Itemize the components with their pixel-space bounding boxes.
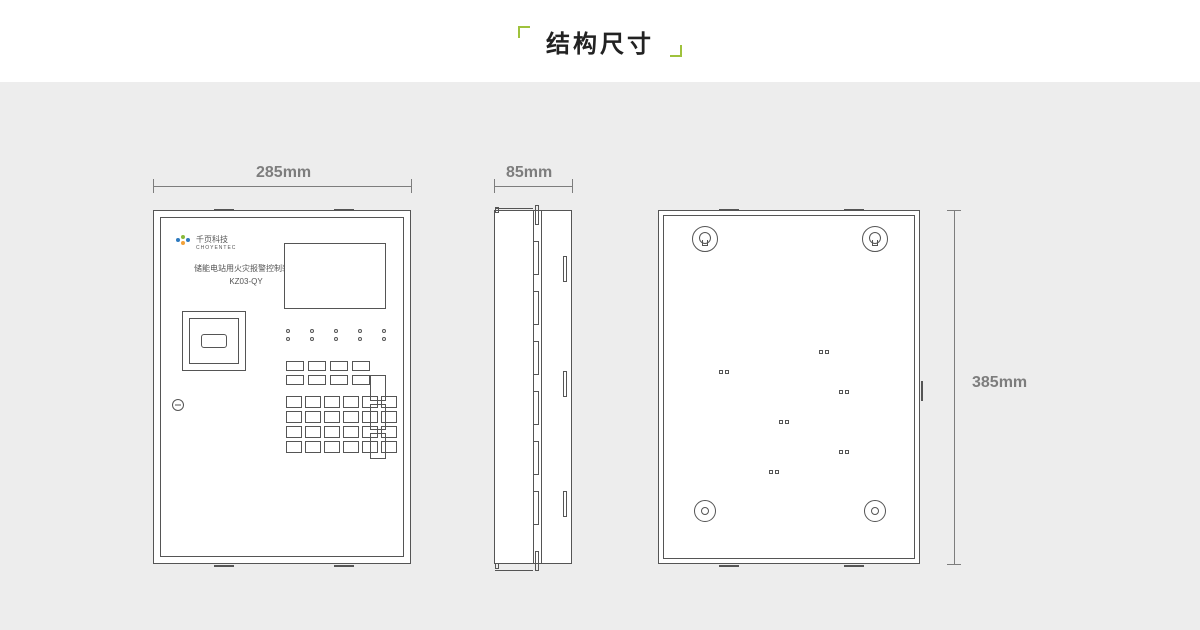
dim-line-height <box>954 210 955 564</box>
dim-depth-label: 85mm <box>506 164 552 182</box>
side-bump-top <box>495 207 499 213</box>
status-led-grid <box>286 329 396 341</box>
dim-tick-height-b <box>947 564 961 565</box>
side-bump-bot <box>495 563 499 569</box>
side-clip-top <box>535 205 539 225</box>
side-gap-top <box>495 208 533 214</box>
hinge-tab-t2 <box>334 209 354 211</box>
hinge-tab-t1 <box>214 209 234 211</box>
diagram-title: 结构尺寸 <box>546 24 654 59</box>
lcd-screen <box>284 243 386 309</box>
front-view: 千页科技 CHOYENTEC 储能电站用火灾报警控制装置 KZ03-QY <box>153 210 411 564</box>
side-view <box>494 210 572 564</box>
brand-name: 千页科技 <box>196 235 228 245</box>
bracket-tl <box>518 26 530 38</box>
back-tab-b2 <box>844 565 864 567</box>
back-tab-b1 <box>719 565 739 567</box>
bracket-br <box>670 45 682 57</box>
dim-tick-side-r <box>572 179 573 193</box>
brand-logo: 千页科技 CHOYENTEC <box>176 235 236 251</box>
back-tab-r <box>921 381 923 401</box>
dim-width-label: 285mm <box>256 164 311 182</box>
dim-line-front <box>153 186 411 187</box>
hinge-tab-b2 <box>334 565 354 567</box>
back-tab-t2 <box>844 209 864 211</box>
brand-logo-icon <box>176 235 192 245</box>
diagram-title-text: 结构尺寸 <box>546 31 654 58</box>
drawing-canvas: 285mm 85mm 385mm 千页科技 CHOYENTEC <box>0 82 1200 630</box>
dim-tick-front-r <box>411 179 412 193</box>
dim-height-label: 385mm <box>972 374 1027 392</box>
function-row-2 <box>286 375 370 385</box>
printer-module <box>182 311 246 371</box>
back-view <box>658 210 920 564</box>
hinge-tab-b1 <box>214 565 234 567</box>
enter-keys <box>370 375 386 459</box>
back-tab-t1 <box>719 209 739 211</box>
dim-tick-side-l <box>494 179 495 193</box>
side-split-b <box>541 211 542 563</box>
side-gap-bot <box>495 565 533 571</box>
dim-line-side <box>494 186 572 187</box>
function-row-1 <box>286 361 370 371</box>
printer-slot <box>201 334 227 348</box>
door-lock <box>172 399 184 411</box>
dim-tick-front-l <box>153 179 154 193</box>
dim-tick-height-t <box>947 210 961 211</box>
brand-sub: CHOYENTEC <box>196 245 236 251</box>
side-clip-bot <box>535 551 539 571</box>
